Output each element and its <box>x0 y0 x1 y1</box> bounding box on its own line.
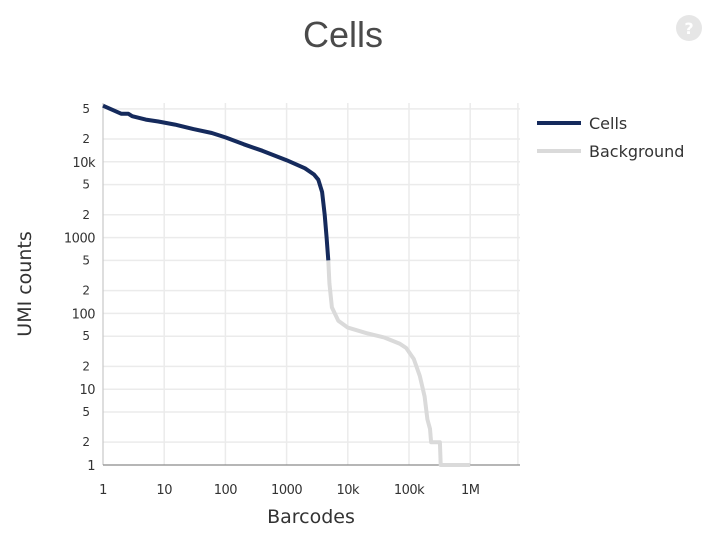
x-tick-label: 1M <box>461 483 480 498</box>
y-minor-tick-label: 5 <box>82 405 90 419</box>
x-tick-label: 1000 <box>271 483 302 498</box>
x-tick-label: 10k <box>337 483 361 498</box>
x-axis-label: Barcodes <box>267 506 355 528</box>
x-tick-label: 1 <box>99 483 107 498</box>
axes <box>102 103 520 466</box>
y-minor-tick-label: 2 <box>82 208 90 222</box>
y-minor-tick-label: 5 <box>82 178 90 192</box>
help-icon[interactable] <box>676 15 702 41</box>
y-minor-tick-label: 2 <box>82 435 90 449</box>
y-tick-label: 10 <box>79 383 95 398</box>
y-minor-tick-label: 5 <box>82 329 90 343</box>
legend-label-cells: Cells <box>589 114 627 133</box>
x-tick-label: 100 <box>214 483 238 498</box>
help-button[interactable]: ? <box>676 15 702 41</box>
y-tick-label: 100 <box>72 307 96 322</box>
series-line-background <box>326 260 471 467</box>
x-tick-label: 100k <box>394 483 425 498</box>
y-minor-tick-label: 2 <box>82 132 90 146</box>
y-tick-label: 1000 <box>64 232 95 247</box>
y-minor-tick-label: 2 <box>82 284 90 298</box>
x-tick-label: 10 <box>156 483 172 498</box>
legend: Cells Background <box>537 114 684 161</box>
y-tick-label: 10k <box>72 156 96 171</box>
y-minor-tick-label: 5 <box>82 253 90 267</box>
series <box>102 103 471 467</box>
y-minor-tick-label: 5 <box>82 102 90 116</box>
chart-title: Cells <box>303 14 383 55</box>
legend-label-background: Background <box>589 142 684 161</box>
x-tick-labels: 1 10 100 1000 10k 100k 1M <box>99 483 480 498</box>
grid <box>103 103 520 465</box>
help-glyph: ? <box>684 19 693 38</box>
y-axis-label: UMI counts <box>14 231 36 336</box>
y-minor-tick-label: 2 <box>82 359 90 373</box>
y-tick-labels: 1 10 100 1000 10k 2 5 2 5 2 5 2 5 2 5 <box>64 102 97 474</box>
y-tick-label: 1 <box>87 459 95 474</box>
series-line-cells <box>102 103 331 261</box>
